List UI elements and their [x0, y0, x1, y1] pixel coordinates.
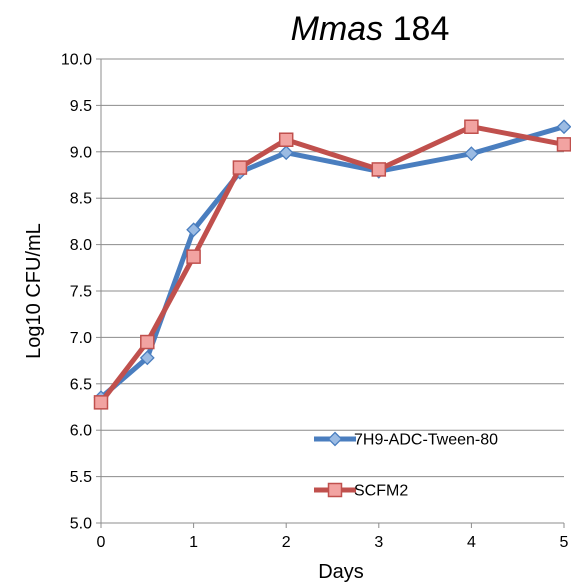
data-point — [463, 146, 479, 162]
legend-label: 7H9-ADC-Tween-80 — [354, 432, 498, 449]
legend: 7H9-ADC-Tween-80 SCFM2 — [314, 432, 498, 500]
data-point — [371, 162, 387, 177]
x-tick-label: 4 — [467, 534, 476, 551]
legend-marker — [327, 431, 343, 447]
data-point — [464, 119, 479, 134]
y-tick-label: 10.0 — [61, 52, 92, 69]
y-tick-label: 5.0 — [70, 516, 92, 533]
data-point — [93, 395, 109, 410]
legend-marker — [327, 482, 343, 498]
data-point — [139, 350, 155, 366]
y-tick-label: 5.5 — [70, 469, 92, 486]
y-tick-label: 6.0 — [70, 423, 92, 440]
x-tick-label: 1 — [189, 534, 198, 551]
axes — [96, 58, 565, 528]
y-axis-label: Log10 CFU/mL — [23, 223, 45, 359]
y-tick-label: 8.5 — [70, 191, 92, 208]
x-tick-label: 3 — [374, 534, 383, 551]
series-line — [98, 124, 567, 405]
y-tick-label: 8.0 — [70, 237, 92, 254]
chart-title: Mmas 184 — [291, 10, 450, 48]
data-point — [556, 137, 571, 152]
series-line — [98, 124, 567, 401]
y-tick-label: 7.0 — [70, 330, 92, 347]
x-axis-label: Days — [318, 561, 364, 583]
legend-item: 7H9-ADC-Tween-80 — [314, 432, 498, 449]
legend-item: SCFM2 — [314, 483, 408, 500]
y-tick-label: 6.5 — [70, 376, 92, 393]
x-tick-label: 5 — [560, 534, 569, 551]
data-point — [140, 334, 155, 350]
y-tick-label: 7.5 — [70, 284, 92, 301]
legend-label: SCFM2 — [354, 483, 408, 500]
chart-title-rest: 184 — [383, 10, 449, 48]
data-point — [278, 145, 294, 161]
x-tick-labels: 0 1 2 3 4 5 — [97, 534, 569, 551]
y-tick-label: 9.5 — [70, 98, 92, 115]
data-point — [556, 119, 571, 135]
chart-title-italic: Mmas — [291, 10, 384, 48]
grid-lines — [101, 58, 564, 524]
x-tick-label: 0 — [97, 534, 106, 551]
data-point — [278, 132, 294, 147]
y-tick-label: 9.0 — [70, 144, 92, 161]
data-point — [232, 160, 248, 175]
series-1 — [93, 119, 571, 406]
data-point — [186, 249, 201, 264]
x-tick-label: 2 — [282, 534, 291, 551]
y-tick-labels: 5.0 5.5 6.0 6.5 7.0 7.5 8.0 8.5 9.0 9.5 10.0 — [61, 52, 92, 533]
series-layer — [93, 119, 571, 410]
data-point — [186, 222, 202, 238]
